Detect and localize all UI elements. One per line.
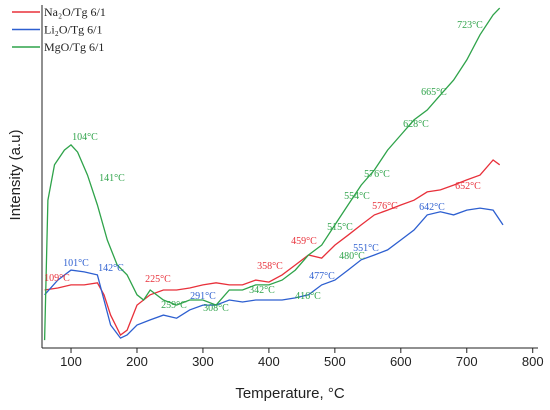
annotation: 665°C xyxy=(421,87,447,98)
annotation: 358°C xyxy=(257,261,283,272)
legend-label: MgO/Tg 6/1 xyxy=(44,40,104,54)
annotation: 109°C xyxy=(44,273,70,284)
annotation: 576°C xyxy=(364,169,390,180)
annotation: 576°C xyxy=(372,201,398,212)
annotation: 480°C xyxy=(339,251,365,262)
annotation: 652°C xyxy=(455,181,481,192)
x-axis-title: Temperature, °C xyxy=(235,385,345,402)
annotation: 291°C xyxy=(190,291,216,302)
annotation: 259°C xyxy=(161,300,187,311)
annotation: 225°C xyxy=(145,274,171,285)
x-tick-label: 100 xyxy=(60,354,82,369)
annotation: 723°C xyxy=(457,20,483,31)
annotation: 551°C xyxy=(353,243,379,254)
annotation: 628°C xyxy=(403,119,429,130)
x-tick-label: 200 xyxy=(126,354,148,369)
annotation: 515°C xyxy=(327,222,353,233)
x-tick-label: 300 xyxy=(192,354,214,369)
x-tick-label: 400 xyxy=(258,354,280,369)
annotation: 308°C xyxy=(203,303,229,314)
annotation: 342°C xyxy=(249,285,275,296)
annotation: 554°C xyxy=(344,191,370,202)
annotation: 142°C xyxy=(98,263,124,274)
legend-label: Li₂O/Tg 6/1 xyxy=(44,23,103,37)
annotation: 416°C xyxy=(295,291,321,302)
y-axis-title: Intensity (a.u) xyxy=(7,130,24,221)
x-tick-label: 800 xyxy=(522,354,544,369)
x-tick-label: 700 xyxy=(456,354,478,369)
line-series xyxy=(44,159,501,336)
annotation: 141°C xyxy=(99,173,125,184)
line-series xyxy=(43,7,501,341)
annotation: 104°C xyxy=(72,132,98,143)
annotation: 101°C xyxy=(63,258,89,269)
line-series xyxy=(44,207,504,339)
annotation: 642°C xyxy=(419,202,445,213)
x-tick-label: 500 xyxy=(324,354,346,369)
x-tick-label: 600 xyxy=(390,354,412,369)
annotation: 459°C xyxy=(291,236,317,247)
annotation: 477°C xyxy=(309,271,335,282)
legend-label: Na₂O/Tg 6/1 xyxy=(44,5,106,19)
